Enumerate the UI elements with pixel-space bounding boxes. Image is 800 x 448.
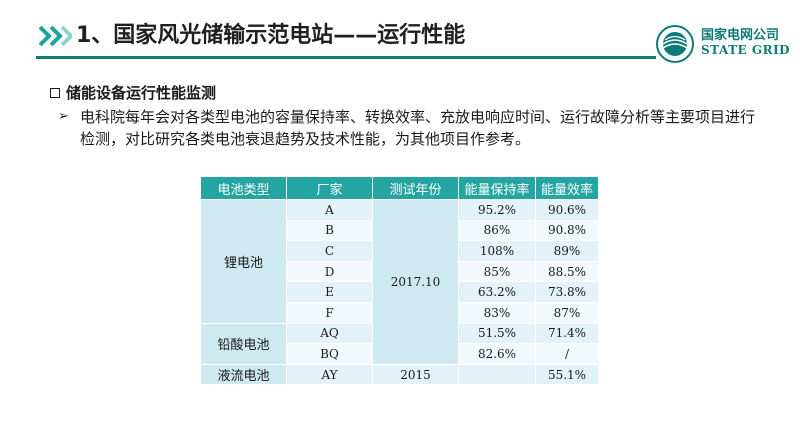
table-row: B 86% 90.8%	[201, 220, 598, 241]
table-row: C 108% 89%	[201, 241, 598, 261]
efficiency-cell: /	[536, 344, 598, 364]
retention-cell: 95.2%	[459, 200, 535, 220]
page-title: 1、国家风光储输示范电站——运行性能	[76, 23, 466, 48]
retention-cell: 86%	[459, 220, 535, 241]
retention-cell: 83%	[459, 302, 535, 323]
column-header: 能量效率	[536, 177, 598, 199]
efficiency-cell: 90.6%	[536, 200, 598, 220]
test-year-cell: 2017.10	[373, 200, 458, 364]
table-row: 铅酸电池 AQ 51.5% 71.4%	[201, 323, 598, 364]
section-heading-text: 储能设备运行性能监测	[66, 84, 217, 102]
bullet-paragraph: ➢ 电科院每年会对各类型电池的容量保持率、转换效率、充放电响应时间、运行故障分析…	[58, 106, 758, 150]
column-header: 测试年份	[373, 177, 458, 199]
vendor-cell: C	[287, 241, 372, 261]
test-year-cell: 2015	[373, 364, 458, 385]
vendor-cell: A	[287, 200, 372, 220]
column-header: 厂家	[287, 177, 372, 199]
vendor-cell: B	[287, 220, 372, 241]
efficiency-cell: 90.8%	[536, 220, 598, 241]
battery-type-cell: 铅酸电池	[201, 323, 286, 364]
retention-cell: 51.5%	[459, 323, 535, 344]
double-chevron-icon	[38, 25, 72, 47]
section-heading: 储能设备运行性能监测	[50, 82, 216, 103]
retention-cell: 108%	[459, 241, 535, 261]
checkbox-square-icon	[50, 87, 60, 98]
logo-text-cn: 国家电网公司	[701, 28, 780, 43]
retention-cell: 63.2%	[459, 282, 535, 302]
efficiency-cell: 89%	[536, 241, 598, 261]
table-row: 锂电池 A 2017.10 95.2% 90.6%	[201, 200, 598, 364]
efficiency-cell: 55.1%	[536, 364, 598, 385]
table-row: D 85% 88.5%	[201, 261, 598, 282]
page-header: 1、国家风光储输示范电站——运行性能 国家电网公司 STATE GRID	[0, 0, 800, 72]
vendor-cell: AY	[287, 364, 372, 385]
vendor-cell: E	[287, 282, 372, 302]
efficiency-cell: 87%	[536, 302, 598, 323]
retention-cell: 85%	[459, 261, 535, 282]
table-row: 液流电池 AY 2015 55.1%	[201, 364, 598, 385]
vendor-cell: F	[287, 302, 372, 323]
column-header: 电池类型	[201, 177, 286, 199]
table-row: BQ 82.6% /	[201, 344, 598, 364]
battery-type-cell: 锂电池	[201, 200, 286, 323]
efficiency-cell: 88.5%	[536, 261, 598, 282]
bullet-text: 电科院每年会对各类型电池的容量保持率、转换效率、充放电响应时间、运行故障分析等主…	[80, 108, 756, 148]
logo-text-en: STATE GRID	[701, 43, 791, 57]
vendor-cell: BQ	[287, 344, 372, 364]
table-row: F 83% 87%	[201, 302, 598, 323]
vendor-cell: AQ	[287, 323, 372, 344]
retention-cell: 82.6%	[459, 344, 535, 364]
battery-performance-table: 电池类型 厂家 测试年份 能量保持率 能量效率 锂电池 A 2017.10 95…	[200, 176, 599, 385]
table-header-row: 电池类型 厂家 测试年份 能量保持率 能量效率	[201, 177, 598, 199]
battery-type-cell: 液流电池	[201, 364, 286, 385]
table-row: E 63.2% 73.8%	[201, 282, 598, 302]
header-divider	[36, 56, 656, 59]
state-grid-logo-icon	[656, 25, 694, 63]
efficiency-cell: 73.8%	[536, 282, 598, 302]
efficiency-cell: 71.4%	[536, 323, 598, 344]
column-header: 能量保持率	[459, 177, 535, 199]
vendor-cell: D	[287, 261, 372, 282]
arrow-bullet-icon: ➢	[58, 109, 69, 124]
retention-cell	[459, 364, 535, 385]
